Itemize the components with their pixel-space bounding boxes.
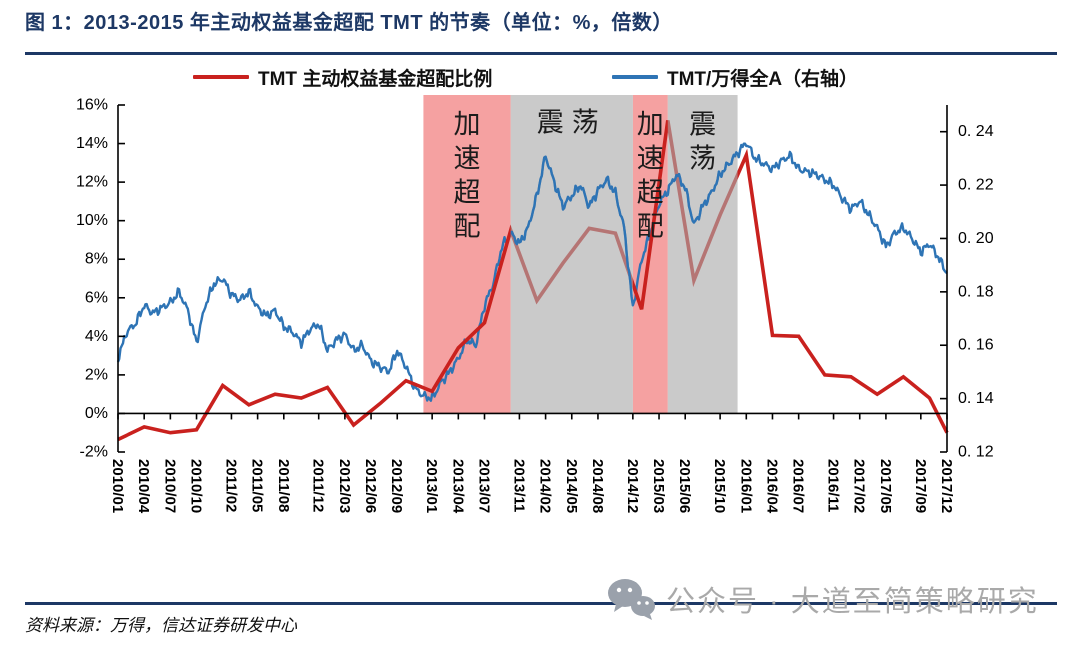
x-axis-tick-label: 2010/07	[161, 459, 178, 513]
x-axis-tick-label: 2015/03	[650, 459, 667, 513]
highlight-bands-gray	[510, 95, 738, 414]
legend-label: TMT/万得全A（右轴）	[667, 68, 859, 90]
x-axis-tick-label: 2014/12	[624, 459, 641, 513]
right-axis-tick-label: 0. 24	[958, 123, 994, 140]
right-axis-tick-label: 0. 20	[958, 230, 994, 247]
region-label: 震荡	[537, 108, 607, 139]
pink-band	[423, 95, 511, 414]
x-axis-tick-label: 2013/01	[423, 459, 440, 513]
right-axis-tick-label: 0. 16	[958, 337, 994, 354]
left-axis-labels: 16% 14% 12% 10% 8% 6% 4% 2% 0% -2%	[76, 97, 108, 461]
x-axis-tick-label: 2017/12	[938, 459, 955, 513]
left-axis-tick-label: 14%	[76, 135, 108, 152]
right-axis-tick-label: 0. 18	[958, 283, 994, 300]
x-axis-tick-label: 2013/11	[510, 459, 527, 512]
figure-title: 图 1：2013-2015 年主动权益基金超配 TMT 的节奏（单位：%，倍数）	[25, 12, 673, 34]
x-axis-labels: 2010/01 2010/04 2010/07 2010/10 2011/02 2011/…	[109, 459, 955, 514]
left-axis-tick-label: 8%	[85, 251, 108, 268]
region-label-char: 配	[637, 212, 664, 243]
x-axis-tick-label: 2012/06	[362, 459, 379, 513]
gray-band	[510, 95, 633, 414]
right-axis-tick-label: 0. 22	[958, 177, 994, 194]
footer-rule	[25, 602, 1057, 605]
gray-band	[667, 95, 738, 414]
right-axis-tick-label: 0. 12	[958, 444, 994, 461]
x-axis-tick-label: 2016/11	[825, 459, 842, 512]
x-axis-tick-label: 2016/04	[764, 459, 781, 514]
axes	[117, 104, 948, 453]
wechat-icon	[608, 579, 655, 620]
x-axis-tick-label: 2016/07	[790, 459, 807, 513]
right-axis-labels: 0. 24 0. 22 0. 20 0. 18 0. 16 0. 14 0. 12	[958, 123, 994, 460]
highlight-bands-pink	[423, 95, 668, 414]
left-axis-tick-label: 2%	[85, 366, 108, 383]
left-axis-tick-label: 4%	[85, 328, 108, 345]
x-axis-tick-label: 2014/08	[589, 459, 606, 513]
x-axis-tick-label: 2013/07	[476, 459, 493, 513]
x-axis-tick-label: 2017/02	[851, 459, 868, 513]
x-axis-tick-label: 2011/08	[275, 459, 292, 512]
region-label-char: 加	[454, 110, 481, 141]
x-axis-tick-label: 2017/05	[877, 459, 894, 513]
x-axis-tick-label: 2013/04	[449, 459, 466, 514]
right-axis-tick-label: 0. 14	[958, 390, 994, 407]
x-axis-tick-label: 2014/05	[563, 459, 580, 513]
left-axis-tick-label: 16%	[76, 97, 108, 114]
x-axis-tick-label: 2011/02	[222, 459, 239, 512]
x-axis-tick-label: 2012/03	[336, 459, 353, 513]
x-axis-tick-label: 2012/09	[388, 459, 405, 513]
x-axis-tick-label: 2011/12	[310, 459, 327, 512]
series-tmt-ratio-overlay	[510, 142, 738, 402]
region-label-char: 荡	[689, 144, 716, 175]
region-label-char: 超	[454, 178, 481, 209]
x-axis-tick-label: 2015/10	[711, 459, 728, 513]
left-axis-tick-label: 0%	[85, 405, 108, 422]
source-note: 资料来源：万得，信达证券研发中心	[25, 616, 297, 635]
legend-item-overweight-ratio: TMT 主动权益基金超配比例	[193, 63, 492, 91]
region-label-char: 加	[637, 110, 664, 141]
left-axis-tick-label: 10%	[76, 212, 108, 229]
legend-label: TMT 主动权益基金超配比例	[258, 68, 493, 90]
x-axis-tick-label: 2010/10	[188, 459, 205, 513]
title-rule	[25, 52, 1057, 55]
region-label-char: 配	[454, 212, 481, 243]
watermark: 公众号 · 大道至简策略研究	[606, 577, 1039, 621]
region-label-char: 震	[689, 110, 716, 141]
x-axis-tick-label: 2011/05	[249, 459, 266, 512]
chart-legend: TMT 主动权益基金超配比例 TMT/万得全A（右轴）	[0, 63, 1080, 91]
x-axis-tick-label: 2016/01	[737, 459, 754, 513]
region-label-char: 超	[637, 178, 664, 209]
series-blue-over	[510, 142, 738, 402]
red-line-swatch	[193, 75, 249, 79]
x-axis-tick-label: 2010/01	[109, 459, 126, 513]
x-axis-tick-label: 2014/02	[537, 459, 554, 513]
legend-item-tmt-ratio: TMT/万得全A（右轴）	[612, 63, 858, 91]
left-axis-tick-label: 6%	[85, 289, 108, 306]
left-axis-tick-label: 12%	[76, 174, 108, 191]
region-label-char: 速	[454, 144, 481, 175]
watermark-text: 公众号 · 大道至简策略研究	[666, 586, 1039, 618]
x-axis-tick-label: 2015/06	[676, 459, 693, 513]
blue-line-swatch	[612, 75, 658, 79]
x-axis-tick-label: 2017/09	[912, 459, 929, 513]
left-axis-tick-label: -2%	[80, 444, 108, 461]
x-axis-tick-label: 2010/04	[135, 459, 152, 514]
region-label-char: 速	[637, 144, 664, 175]
